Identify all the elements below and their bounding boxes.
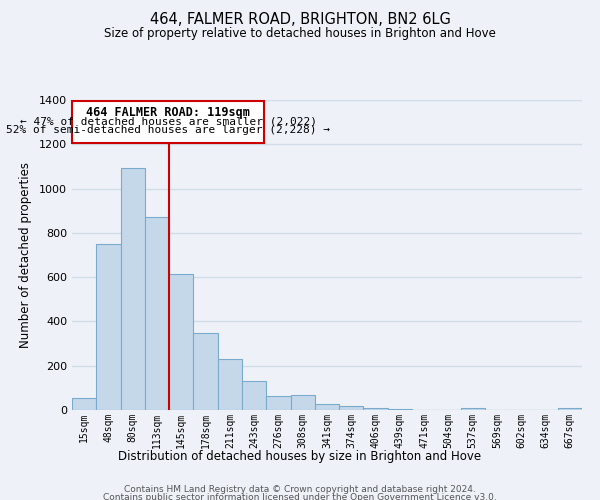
Text: Size of property relative to detached houses in Brighton and Hove: Size of property relative to detached ho… — [104, 28, 496, 40]
Bar — [242, 381, 266, 410]
Bar — [461, 408, 485, 410]
Bar — [315, 404, 339, 410]
Bar — [121, 168, 145, 410]
Bar — [218, 359, 242, 410]
Bar — [339, 406, 364, 410]
Text: Contains public sector information licensed under the Open Government Licence v3: Contains public sector information licen… — [103, 492, 497, 500]
Y-axis label: Number of detached properties: Number of detached properties — [19, 162, 32, 348]
Text: ← 47% of detached houses are smaller (2,022): ← 47% of detached houses are smaller (2,… — [20, 116, 317, 126]
Text: Distribution of detached houses by size in Brighton and Hove: Distribution of detached houses by size … — [118, 450, 482, 463]
Text: Contains HM Land Registry data © Crown copyright and database right 2024.: Contains HM Land Registry data © Crown c… — [124, 485, 476, 494]
Bar — [558, 408, 582, 410]
Bar — [169, 274, 193, 410]
FancyBboxPatch shape — [73, 101, 264, 143]
Text: 52% of semi-detached houses are larger (2,228) →: 52% of semi-detached houses are larger (… — [6, 126, 330, 136]
Bar — [266, 396, 290, 410]
Bar — [145, 218, 169, 410]
Text: 464 FALMER ROAD: 119sqm: 464 FALMER ROAD: 119sqm — [86, 106, 250, 119]
Bar — [290, 394, 315, 410]
Bar — [364, 408, 388, 410]
Bar — [72, 398, 96, 410]
Bar — [96, 244, 121, 410]
Bar — [388, 409, 412, 410]
Bar — [193, 332, 218, 410]
Text: 464, FALMER ROAD, BRIGHTON, BN2 6LG: 464, FALMER ROAD, BRIGHTON, BN2 6LG — [149, 12, 451, 28]
